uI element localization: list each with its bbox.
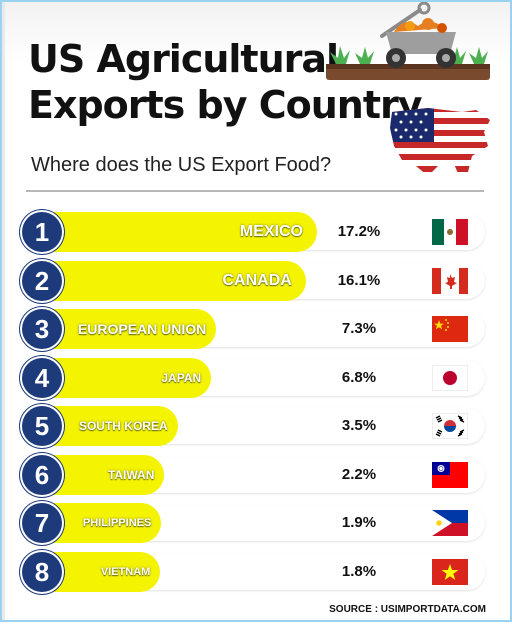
bar-row: TAIWAN 6 2.2% bbox=[22, 454, 487, 495]
bar-row: JAPAN 4 6.8% bbox=[22, 357, 487, 398]
country-label: PHILIPPINES bbox=[82, 517, 152, 529]
rank-badge: 4 bbox=[22, 357, 62, 398]
country-label: SOUTH KOREA bbox=[78, 419, 168, 433]
country-label: VIETNAM bbox=[100, 565, 151, 578]
bar-row: VIETNAM 8 1.8% bbox=[22, 551, 487, 592]
bar: JAPAN bbox=[42, 357, 212, 398]
rank-badge: 8 bbox=[22, 551, 62, 592]
bar-row: EUROPEAN UNION 3 7.3% bbox=[22, 309, 487, 349]
divider bbox=[26, 190, 484, 192]
country-label: EUROPEAN UNION bbox=[77, 321, 207, 337]
rank-badge: 1 bbox=[22, 212, 62, 252]
philippines-flag-icon bbox=[432, 510, 468, 536]
usa-flag-map-icon bbox=[390, 108, 490, 178]
bar: VIETNAM bbox=[42, 551, 161, 592]
country-label: MEXICO bbox=[239, 223, 303, 240]
country-label: CANADA bbox=[222, 271, 292, 289]
rank-badge: 2 bbox=[22, 260, 62, 301]
mexico-flag-icon bbox=[432, 219, 468, 245]
bar-row: PHILIPPINES 7 1.9% bbox=[22, 503, 487, 543]
value-label: 16.1% bbox=[337, 271, 381, 289]
taiwan-flag-icon bbox=[432, 461, 468, 488]
bar: SOUTH KOREA bbox=[42, 406, 178, 446]
bar-row: SOUTH KOREA 5 3.5% bbox=[22, 406, 487, 446]
farm-cart-icon bbox=[326, 2, 490, 80]
bar: CANADA bbox=[42, 260, 306, 301]
value-label: 6.8% bbox=[341, 368, 377, 386]
country-label: TAIWAN bbox=[107, 467, 155, 482]
rank-badge: 6 bbox=[22, 454, 62, 495]
country-label: JAPAN bbox=[161, 370, 202, 385]
vietnam-flag-icon bbox=[432, 558, 468, 585]
value-label: 1.9% bbox=[341, 514, 377, 531]
japan-flag-icon bbox=[432, 364, 468, 391]
value-label: 17.2% bbox=[337, 223, 381, 240]
value-label: 1.8% bbox=[341, 562, 377, 580]
chart-title: US Agricultural Exports by Country bbox=[28, 37, 423, 127]
value-label: 3.5% bbox=[341, 417, 377, 434]
china-flag-icon bbox=[432, 316, 468, 342]
rank-badge: 5 bbox=[22, 406, 62, 446]
value-label: 7.3% bbox=[341, 320, 377, 337]
bar-row: MEXICO 1 17.2% bbox=[22, 212, 487, 252]
rank-badge: 3 bbox=[22, 309, 62, 349]
chart-subtitle: Where does the US Export Food? bbox=[31, 154, 332, 176]
bar: EUROPEAN UNION bbox=[42, 309, 217, 349]
bar-row: CANADA 2 16.1% bbox=[22, 260, 487, 301]
south-korea-flag-icon bbox=[432, 413, 468, 439]
value-label: 2.2% bbox=[341, 465, 377, 483]
source-note: SOURCE : USIMPORTDATA.COM bbox=[329, 604, 486, 615]
bar: MEXICO bbox=[42, 212, 317, 252]
bar: TAIWAN bbox=[42, 454, 165, 495]
rank-badge: 7 bbox=[22, 503, 62, 543]
canada-flag-icon bbox=[432, 267, 468, 294]
